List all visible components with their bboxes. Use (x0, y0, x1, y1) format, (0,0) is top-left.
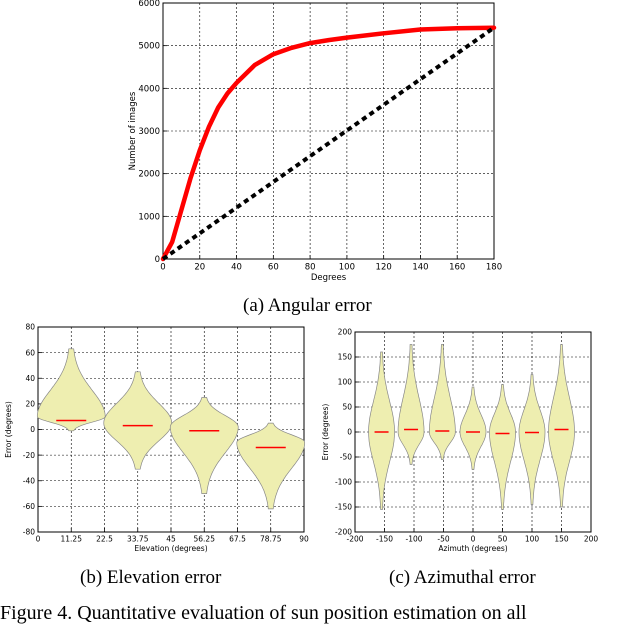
x-tick-label: -100 (405, 535, 422, 544)
y-tick-label: 80 (25, 323, 35, 332)
violin-body (459, 386, 487, 470)
y-tick-label: -50 (340, 453, 352, 462)
y-tick-label: 40 (25, 374, 35, 383)
y-tick-label: -20 (23, 451, 35, 460)
x-tick-label: 150 (554, 535, 569, 544)
caption-elevation-error: (b) Elevation error (80, 567, 222, 588)
plot-frame (37, 326, 305, 533)
y-axis-label: Error (degrees) (321, 404, 330, 461)
x-tick-label: 50 (498, 535, 508, 544)
y-axis-label: Error (degrees) (4, 401, 13, 458)
y-tick-label: 4000 (138, 84, 160, 94)
x-tick-label: 0 (36, 535, 41, 544)
x-tick-label: 200 (584, 535, 599, 544)
x-tick-label: 100 (339, 263, 355, 273)
figure-caption: Figure 4. Quantitative evaluation of sun… (0, 602, 527, 624)
cumulative-error-line (160, 25, 497, 262)
x-tick-label: 120 (376, 263, 392, 273)
x-tick-label: 78.75 (260, 535, 282, 544)
x-tick-label: 60 (268, 263, 279, 273)
y-tick-label: -40 (23, 476, 35, 485)
y-tick-label: 2000 (138, 170, 160, 180)
x-tick-label: 67.5 (229, 535, 246, 544)
x-tick-label: 160 (449, 263, 465, 273)
y-tick-label: 150 (338, 353, 353, 362)
y-tick-label: 0 (30, 425, 35, 434)
violin-body (169, 397, 239, 494)
x-axis-label: Azimuth (degrees) (438, 544, 507, 553)
x-axis-label: Degrees (311, 273, 347, 283)
violin-body (489, 384, 516, 510)
x-tick-label: -150 (376, 535, 393, 544)
x-tick-label: 140 (412, 263, 428, 273)
y-tick-label: 0 (155, 255, 160, 265)
y-tick-label: 3000 (138, 127, 160, 137)
y-tick-label: -80 (23, 528, 35, 537)
x-tick-label: 11.25 (61, 535, 83, 544)
y-tick-label: 60 (25, 348, 35, 357)
x-tick-label: 33.75 (127, 535, 149, 544)
diagonal-reference-line (161, 26, 496, 261)
violin-body (103, 371, 173, 470)
x-tick-label: 22.5 (96, 535, 113, 544)
x-axis-label: Elevation (degrees) (134, 544, 207, 553)
x-tick-label: 80 (305, 263, 316, 273)
x-tick-label: 40 (231, 263, 242, 273)
elevation-error-chart: 0 11.25 22.5 33.75 45 56.25 67.5 78.75 90 -80 -60 -… (4, 323, 309, 553)
x-tick-label: 0 (160, 263, 165, 273)
y-tick-label: 5000 (138, 42, 160, 52)
plot-frame (162, 2, 495, 260)
caption-angular-error: (a) Angular error (243, 295, 372, 316)
x-tick-label: 45 (166, 535, 176, 544)
x-tick-label: -200 (346, 535, 363, 544)
azimuthal-error-chart: -200 -150 -100 -50 0 50 100 150 200 -200 -150 -100 -… (321, 328, 599, 553)
y-tick-label: 0 (347, 428, 352, 437)
violin-body (397, 344, 425, 465)
y-axis-label: Number of images (128, 91, 138, 170)
y-tick-label: -60 (23, 502, 35, 511)
y-tick-label: -100 (335, 478, 352, 487)
x-tick-label: -50 (437, 535, 449, 544)
y-tick-label: 1000 (138, 212, 160, 222)
violin-body (236, 422, 306, 510)
x-tick-label: 100 (525, 535, 540, 544)
violin-body (548, 344, 575, 508)
y-tick-label: -200 (335, 528, 352, 537)
caption-azimuthal-error: (c) Azimuthal error (389, 567, 536, 588)
angular-error-chart: 0 20 40 60 80 100 120 140 160 180 0 1000 2000 3000 400… (128, 0, 502, 283)
x-tick-label: 90 (299, 535, 309, 544)
y-tick-label: 20 (25, 400, 35, 409)
y-tick-label: 6000 (138, 0, 160, 9)
x-tick-label: 0 (471, 535, 476, 544)
violin-body (518, 374, 546, 505)
x-tick-label: 20 (194, 263, 205, 273)
x-tick-label: 180 (486, 263, 502, 273)
plot-frame (354, 331, 592, 533)
violin-body (368, 351, 395, 510)
y-tick-label: -150 (335, 503, 352, 512)
violin-body (36, 348, 106, 432)
y-tick-label: 200 (338, 328, 353, 337)
violin-body (428, 344, 456, 460)
x-tick-label: 56.25 (194, 535, 216, 544)
y-tick-label: 50 (342, 403, 352, 412)
y-tick-label: 100 (338, 378, 353, 387)
